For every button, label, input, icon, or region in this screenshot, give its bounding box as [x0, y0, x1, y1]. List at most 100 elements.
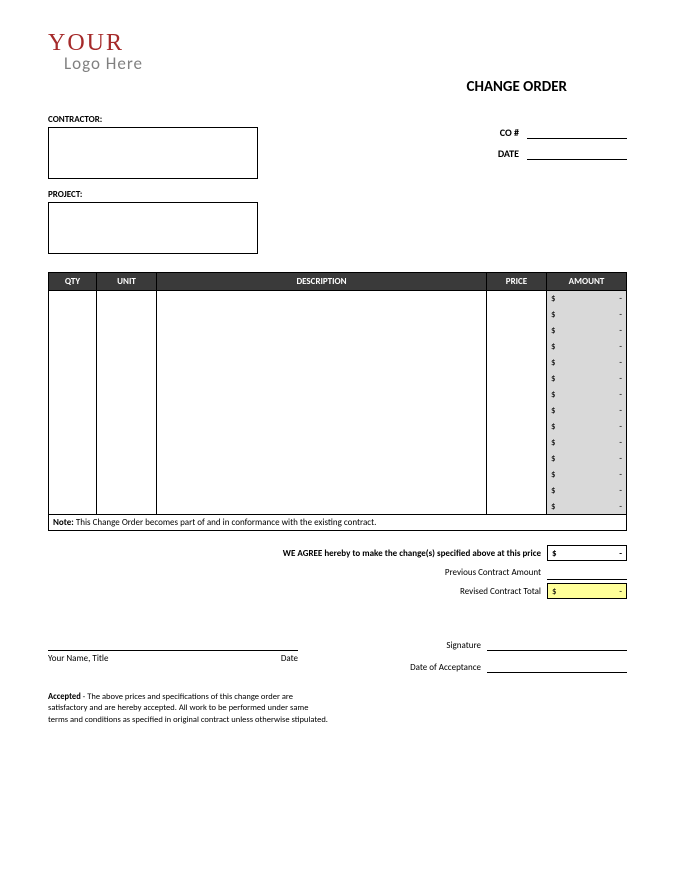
cell-qty[interactable] — [49, 483, 97, 499]
cell-qty[interactable] — [49, 403, 97, 419]
accepted-label: Accepted — [48, 692, 81, 702]
contractor-box[interactable] — [48, 127, 258, 179]
signature-field[interactable] — [487, 639, 627, 651]
cell-description[interactable] — [157, 483, 487, 499]
col-qty: QTY — [49, 273, 97, 291]
col-description: DESCRIPTION — [157, 273, 487, 291]
cell-description[interactable] — [157, 339, 487, 355]
accepted-text-block: Accepted - The above prices and specific… — [48, 692, 328, 726]
cell-qty[interactable] — [49, 387, 97, 403]
cell-price[interactable] — [487, 355, 547, 371]
cell-amount: $- — [547, 355, 627, 371]
cell-description[interactable] — [157, 291, 487, 307]
summary-agree-value: $ - — [547, 545, 627, 561]
table-row: $- — [49, 451, 627, 467]
cell-price[interactable] — [487, 499, 547, 515]
cell-unit[interactable] — [97, 403, 157, 419]
cell-price[interactable] — [487, 483, 547, 499]
table-row: $- — [49, 339, 627, 355]
cell-amount: $- — [547, 387, 627, 403]
cell-amount: $- — [547, 323, 627, 339]
header-fields: CO # DATE — [498, 126, 627, 179]
items-table: QTY UNIT DESCRIPTION PRICE AMOUNT $-$-$-… — [48, 272, 627, 531]
cell-qty[interactable] — [49, 435, 97, 451]
table-row: $- — [49, 371, 627, 387]
table-row: $- — [49, 467, 627, 483]
cell-unit[interactable] — [97, 307, 157, 323]
signer-line[interactable] — [48, 639, 298, 651]
table-header-row: QTY UNIT DESCRIPTION PRICE AMOUNT — [49, 273, 627, 291]
cell-qty[interactable] — [49, 419, 97, 435]
cell-description[interactable] — [157, 403, 487, 419]
cell-price[interactable] — [487, 323, 547, 339]
cell-description[interactable] — [157, 435, 487, 451]
cell-qty[interactable] — [49, 355, 97, 371]
cell-unit[interactable] — [97, 483, 157, 499]
project-box[interactable] — [48, 202, 258, 254]
cell-qty[interactable] — [49, 499, 97, 515]
cell-description[interactable] — [157, 387, 487, 403]
cell-unit[interactable] — [97, 387, 157, 403]
cell-amount: $- — [547, 419, 627, 435]
table-row: $- — [49, 499, 627, 515]
cell-price[interactable] — [487, 387, 547, 403]
cell-description[interactable] — [157, 371, 487, 387]
cell-description[interactable] — [157, 467, 487, 483]
cell-price[interactable] — [487, 451, 547, 467]
note-row: Note: This Change Order becomes part of … — [49, 515, 627, 531]
cell-qty[interactable] — [49, 339, 97, 355]
cell-price[interactable] — [487, 435, 547, 451]
cell-unit[interactable] — [97, 371, 157, 387]
cell-price[interactable] — [487, 307, 547, 323]
cell-unit[interactable] — [97, 451, 157, 467]
cell-unit[interactable] — [97, 323, 157, 339]
cell-price[interactable] — [487, 371, 547, 387]
date-label: DATE — [498, 147, 519, 160]
cell-qty[interactable] — [49, 323, 97, 339]
summary-block: WE AGREE hereby to make the change(s) sp… — [48, 545, 627, 599]
acceptance-date-field[interactable] — [487, 661, 627, 673]
cell-unit[interactable] — [97, 467, 157, 483]
cell-unit[interactable] — [97, 499, 157, 515]
cell-description[interactable] — [157, 355, 487, 371]
summary-previous-value[interactable] — [547, 564, 627, 580]
cell-price[interactable] — [487, 291, 547, 307]
cell-unit[interactable] — [97, 355, 157, 371]
cell-unit[interactable] — [97, 435, 157, 451]
co-number-field[interactable] — [527, 127, 627, 139]
cell-qty[interactable] — [49, 371, 97, 387]
cell-qty[interactable] — [49, 307, 97, 323]
cell-description[interactable] — [157, 307, 487, 323]
cell-description[interactable] — [157, 499, 487, 515]
cell-qty[interactable] — [49, 451, 97, 467]
table-row: $- — [49, 419, 627, 435]
cell-price[interactable] — [487, 467, 547, 483]
signature-right: Signature Date of Acceptance — [367, 639, 627, 726]
table-row: $- — [49, 355, 627, 371]
summary-revised-value: $ - — [547, 583, 627, 599]
project-label: PROJECT: — [48, 189, 627, 200]
note-text: This Change Order becomes part of and in… — [76, 517, 377, 528]
cell-description[interactable] — [157, 323, 487, 339]
summary-revised-row: Revised Contract Total $ - — [48, 583, 627, 599]
signature-label: Signature — [446, 640, 481, 651]
cell-description[interactable] — [157, 419, 487, 435]
cell-unit[interactable] — [97, 291, 157, 307]
date-field[interactable] — [527, 148, 627, 160]
cell-unit[interactable] — [97, 419, 157, 435]
cell-price[interactable] — [487, 419, 547, 435]
cell-description[interactable] — [157, 451, 487, 467]
cell-price[interactable] — [487, 403, 547, 419]
table-row: $- — [49, 403, 627, 419]
cell-qty[interactable] — [49, 467, 97, 483]
cell-amount: $- — [547, 339, 627, 355]
cell-price[interactable] — [487, 339, 547, 355]
table-row: $- — [49, 483, 627, 499]
cell-amount: $- — [547, 435, 627, 451]
logo-line2: Logo Here — [64, 53, 627, 74]
cell-amount: $- — [547, 371, 627, 387]
cell-unit[interactable] — [97, 339, 157, 355]
document-title: CHANGE ORDER — [48, 78, 627, 96]
cell-qty[interactable] — [49, 291, 97, 307]
acceptance-date-label: Date of Acceptance — [410, 662, 481, 673]
